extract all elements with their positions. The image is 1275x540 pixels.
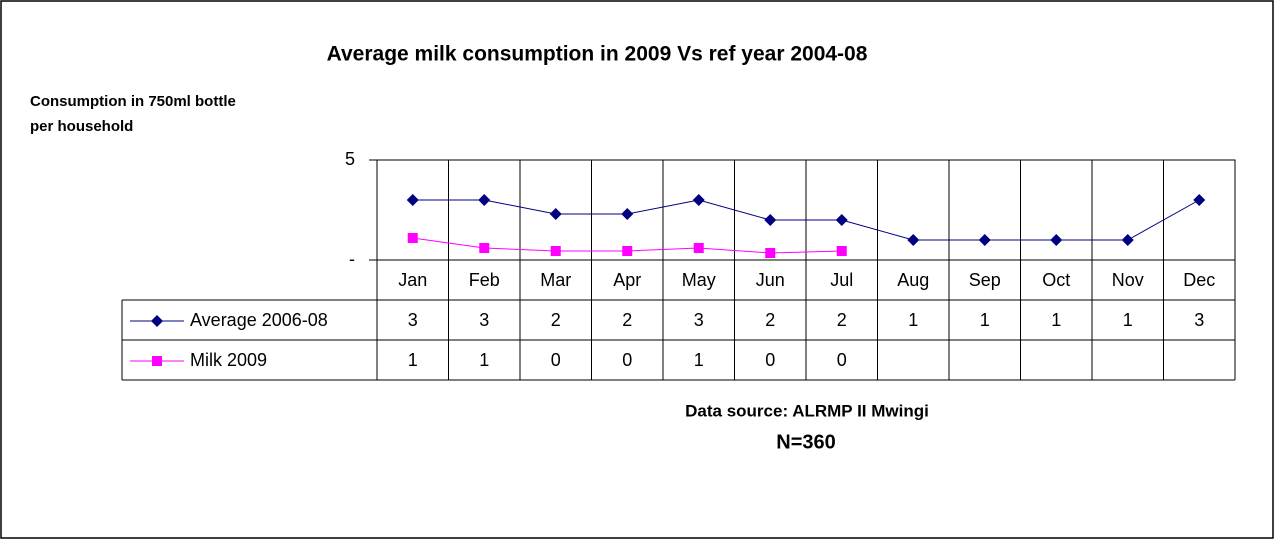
x-tick-label: Jan	[398, 270, 427, 290]
table-value: 1	[1051, 310, 1061, 330]
series-line	[412, 199, 1200, 241]
marker	[151, 315, 163, 327]
table-value: 0	[837, 350, 847, 370]
marker	[622, 246, 633, 256]
table-value: 0	[765, 350, 775, 370]
table-value: 3	[479, 310, 489, 330]
marker	[550, 246, 561, 256]
x-tick-label: Jun	[756, 270, 785, 290]
annotation: N=360	[776, 431, 836, 453]
x-tick-label: Nov	[1112, 270, 1144, 290]
marker	[407, 233, 418, 243]
x-tick-label: Jul	[830, 270, 853, 290]
table-value: 3	[408, 310, 418, 330]
marker	[478, 194, 491, 206]
marker	[978, 234, 991, 246]
marker	[479, 243, 490, 253]
marker	[835, 214, 848, 226]
table-value: 2	[837, 310, 847, 330]
table-value: 1	[694, 350, 704, 370]
y-tick-label: -	[349, 249, 355, 269]
table-value: 1	[980, 310, 990, 330]
x-tick-label: Dec	[1183, 270, 1215, 290]
y-tick-label: 5	[345, 149, 355, 169]
table-value: 2	[622, 310, 632, 330]
legend-label: Average 2006-08	[190, 310, 328, 330]
table-value: 0	[551, 350, 561, 370]
x-tick-label: Aug	[897, 270, 929, 290]
annotation: Data source: ALRMP II Mwingi	[685, 401, 929, 420]
marker	[764, 214, 777, 226]
marker	[1121, 234, 1134, 246]
table-value: 3	[1194, 310, 1204, 330]
marker	[836, 246, 847, 256]
y-axis-label: Consumption in 750ml bottle	[30, 93, 236, 110]
x-tick-label: Oct	[1042, 270, 1070, 290]
table-value: 1	[408, 350, 418, 370]
x-tick-label: Apr	[613, 270, 641, 290]
marker	[549, 208, 562, 220]
x-tick-label: Mar	[540, 270, 571, 290]
table-value: 1	[1123, 310, 1133, 330]
marker	[1050, 234, 1063, 246]
table-value: 3	[694, 310, 704, 330]
legend-label: Milk 2009	[190, 350, 267, 370]
marker	[692, 194, 705, 206]
marker	[1193, 194, 1206, 206]
marker	[152, 356, 162, 366]
marker	[907, 234, 920, 246]
marker	[621, 208, 634, 220]
table-value: 2	[765, 310, 775, 330]
chart-title: Average milk consumption in 2009 Vs ref …	[327, 43, 868, 66]
table-value: 1	[479, 350, 489, 370]
marker	[406, 194, 419, 206]
x-tick-label: Sep	[969, 270, 1001, 290]
x-tick-label: May	[682, 270, 716, 290]
marker	[693, 243, 704, 253]
table-value: 2	[551, 310, 561, 330]
table-value: 0	[622, 350, 632, 370]
table-value: 1	[908, 310, 918, 330]
marker	[765, 248, 776, 258]
x-tick-label: Feb	[469, 270, 500, 290]
y-axis-label: per household	[30, 118, 133, 135]
